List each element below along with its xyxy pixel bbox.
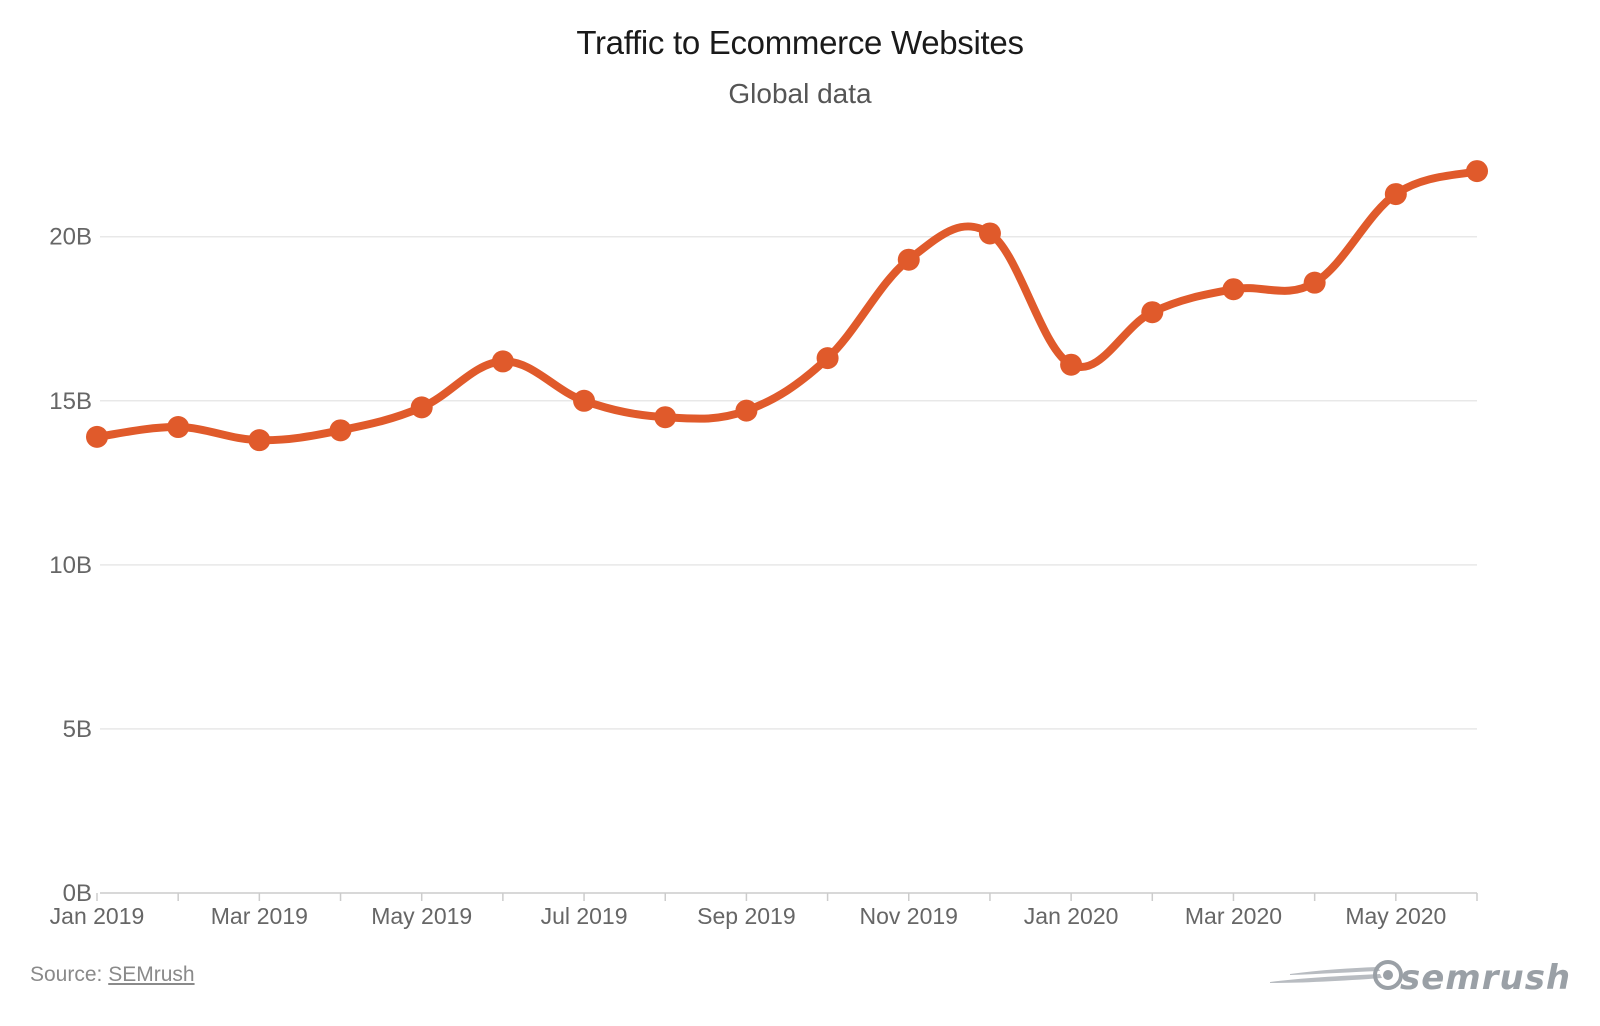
- data-point: [491, 350, 514, 373]
- x-tick-label: Jan 2020: [1024, 903, 1119, 929]
- chart-subtitle: Global data: [728, 78, 872, 109]
- data-point: [1060, 353, 1083, 376]
- x-tick-label: May 2019: [371, 903, 472, 929]
- data-point: [735, 399, 758, 422]
- data-point: [978, 222, 1001, 245]
- axis-layer: 0B 5B 10B 15B 20B Jan 2019 Mar 2019 May 2019 Jul…: [49, 224, 1478, 929]
- data-point: [654, 406, 677, 429]
- point-layer: [86, 160, 1488, 452]
- data-point: [1384, 183, 1407, 206]
- source-note: Source: SEMrush: [30, 963, 195, 987]
- data-point: [167, 416, 190, 439]
- x-tick-label: Mar 2020: [1185, 903, 1282, 929]
- semrush-logo-text: semrush: [1400, 958, 1572, 998]
- x-tick-label: Jan 2019: [50, 903, 145, 929]
- data-point: [1141, 301, 1164, 324]
- data-point: [86, 425, 108, 448]
- chart-title: Traffic to Ecommerce Websites: [576, 24, 1024, 61]
- data-point: [897, 248, 920, 271]
- x-tick-label: May 2020: [1345, 903, 1446, 929]
- x-tick-label: Sep 2019: [697, 903, 795, 929]
- series-line: [93, 167, 1481, 445]
- semrush-logo-icon: [1270, 960, 1403, 990]
- x-tick-label: Nov 2019: [860, 903, 958, 929]
- line-layer: [93, 167, 1481, 445]
- x-tick-label: Jul 2019: [541, 903, 628, 929]
- data-point: [573, 389, 596, 412]
- data-point: [410, 396, 433, 419]
- data-point: [1303, 271, 1326, 294]
- data-point: [816, 347, 839, 370]
- data-point: [1222, 278, 1245, 301]
- source-label: Source:: [30, 963, 109, 986]
- data-point: [1466, 160, 1488, 183]
- y-tick-label: 10B: [49, 552, 92, 579]
- grid-layer: [100, 235, 1477, 730]
- source-link[interactable]: SEMrush: [108, 963, 195, 986]
- y-tick-label: 5B: [63, 716, 92, 743]
- y-tick-label: 0B: [63, 880, 92, 907]
- data-point: [329, 419, 352, 442]
- data-point: [248, 429, 271, 452]
- y-tick-label: 15B: [49, 388, 92, 415]
- y-tick-label: 20B: [49, 224, 92, 251]
- x-tick-label: Mar 2019: [211, 903, 308, 929]
